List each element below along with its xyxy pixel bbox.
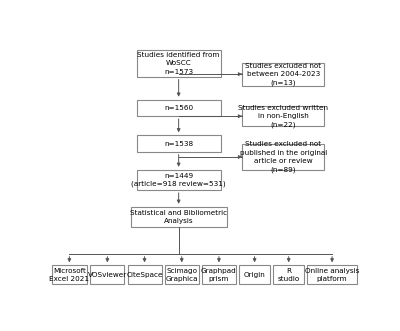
FancyBboxPatch shape xyxy=(137,135,220,152)
Text: Microsoft
Excel 2021: Microsoft Excel 2021 xyxy=(49,268,89,282)
Text: R
studio: R studio xyxy=(278,268,300,282)
Text: Graphpad
prism: Graphpad prism xyxy=(201,268,237,282)
FancyBboxPatch shape xyxy=(137,170,220,190)
Text: Studies identified from
WoSCC
n=1573: Studies identified from WoSCC n=1573 xyxy=(138,52,220,74)
Text: n=1560: n=1560 xyxy=(164,105,193,111)
Text: Statistical and Bibliometric
Analysis: Statistical and Bibliometric Analysis xyxy=(130,210,227,224)
Text: Scimago
Graphica: Scimago Graphica xyxy=(166,268,198,282)
FancyBboxPatch shape xyxy=(307,265,357,284)
FancyBboxPatch shape xyxy=(242,144,324,170)
FancyBboxPatch shape xyxy=(165,265,199,284)
Text: Studies excluded not
published in the original
article or review
(n=89): Studies excluded not published in the or… xyxy=(240,141,327,172)
Text: Origin: Origin xyxy=(244,272,266,278)
FancyBboxPatch shape xyxy=(239,265,270,284)
Text: Online analysis
platform: Online analysis platform xyxy=(305,268,359,282)
Text: CiteSpace: CiteSpace xyxy=(126,272,163,278)
FancyBboxPatch shape xyxy=(90,265,124,284)
FancyBboxPatch shape xyxy=(273,265,304,284)
FancyBboxPatch shape xyxy=(137,100,220,116)
Text: Studies excluded not
between 2004-2023
(n=13): Studies excluded not between 2004-2023 (… xyxy=(245,63,321,86)
FancyBboxPatch shape xyxy=(52,265,87,284)
FancyBboxPatch shape xyxy=(202,265,236,284)
FancyBboxPatch shape xyxy=(128,265,162,284)
FancyBboxPatch shape xyxy=(242,63,324,86)
Text: n=1449
(article=918 review=531): n=1449 (article=918 review=531) xyxy=(131,172,226,187)
FancyBboxPatch shape xyxy=(131,207,227,227)
Text: n=1538: n=1538 xyxy=(164,141,193,147)
Text: VOSviewer: VOSviewer xyxy=(88,272,127,278)
Text: Studies excluded written
in non-English
(n=22): Studies excluded written in non-English … xyxy=(238,105,328,128)
FancyBboxPatch shape xyxy=(242,106,324,126)
FancyBboxPatch shape xyxy=(137,50,220,77)
